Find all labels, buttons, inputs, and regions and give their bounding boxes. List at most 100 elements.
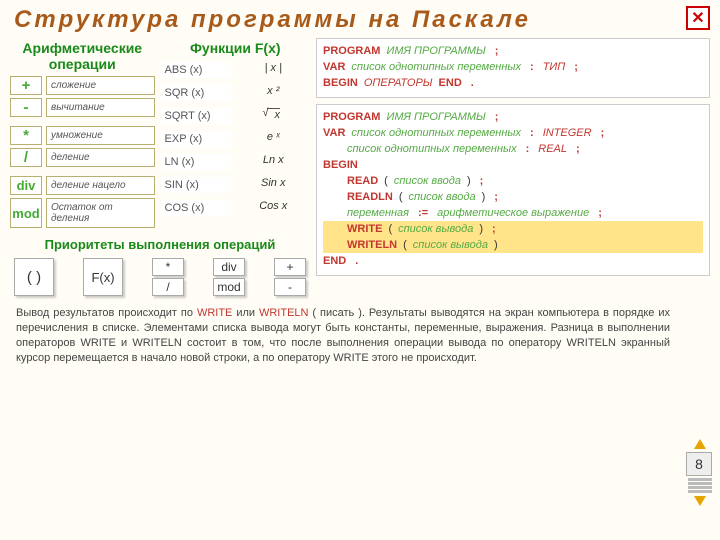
op-desc: умножение <box>46 126 155 145</box>
semicolon: ; <box>598 127 608 139</box>
fx-val: | x | <box>237 62 310 78</box>
op-sym: div <box>10 176 42 195</box>
kw-end: END <box>439 77 462 89</box>
fx-name: SIN (x) <box>161 177 231 193</box>
in-list: список ввода <box>394 175 461 187</box>
semicolon: ; <box>477 175 487 187</box>
fx-val: x <box>237 108 310 124</box>
page-indicator: 8 <box>686 438 714 518</box>
fx-val: e ˣ <box>237 131 310 147</box>
arrow-up-icon[interactable] <box>694 439 706 449</box>
lparen: ( <box>399 191 403 203</box>
kw-program: PROGRAM <box>323 111 380 123</box>
prio-header: Приоритеты выполнения операций <box>10 235 310 256</box>
ops-header: Арифметические операции <box>10 38 155 76</box>
fx-val: Ln x <box>237 154 310 170</box>
colon: : <box>527 61 537 73</box>
program-name: ИМЯ ПРОГРАММЫ <box>386 111 485 123</box>
description-text: Вывод результатов происходит по WRITE ил… <box>0 298 720 373</box>
op-row: -вычитание <box>10 98 155 117</box>
op-sym: mod <box>10 198 42 228</box>
lparen: ( <box>388 223 392 235</box>
kw-readln: READLN <box>347 191 393 203</box>
type: ТИП <box>543 61 566 73</box>
colon: : <box>527 127 537 139</box>
out-list: список вывода <box>413 239 488 251</box>
semicolon: ; <box>492 45 502 57</box>
semicolon: ; <box>571 61 581 73</box>
arrow-down-icon[interactable] <box>694 496 706 506</box>
fx-name: SQRT (x) <box>161 108 231 124</box>
fx-row: SQR (x)x ² <box>161 83 310 103</box>
dot: . <box>352 255 361 267</box>
op-desc: деление нацело <box>46 176 155 195</box>
fx-row: LN (x) Ln x <box>161 152 310 172</box>
prio-star: * <box>152 258 184 276</box>
op-sym: + <box>10 76 42 95</box>
fx-name: ABS (x) <box>161 62 231 78</box>
assign: := <box>415 207 431 219</box>
operators: ОПЕРАТОРЫ <box>364 77 433 89</box>
var-list: список однотипных переменных <box>351 127 521 139</box>
page-title: Структура программы на Паскале <box>0 0 720 38</box>
kw-read: READ <box>347 175 378 187</box>
fx-name: SQR (x) <box>161 85 231 101</box>
fx-row: SIN (x) Sin x <box>161 175 310 195</box>
type-int: INTEGER <box>543 127 592 139</box>
in-list: список ввода <box>409 191 476 203</box>
lparen: ( <box>403 239 407 251</box>
colon: : <box>523 143 533 155</box>
prio-slash: / <box>152 278 184 296</box>
fx-val: Sin x <box>237 177 310 193</box>
op-row: +сложение <box>10 76 155 95</box>
op-row: /деление <box>10 148 155 167</box>
expression: арифметическое выражение <box>437 207 589 219</box>
op-row: divделение нацело <box>10 176 155 195</box>
kw-var: VAR <box>323 61 345 73</box>
fx-name: COS (x) <box>161 200 231 216</box>
rparen: ) <box>467 175 471 187</box>
right-panel: PROGRAMИМЯ ПРОГРАММЫ; VARсписок однотипн… <box>316 38 710 298</box>
program-structure-full: PROGRAMИМЯ ПРОГРАММЫ; VARсписок однотипн… <box>316 104 710 276</box>
dot: . <box>468 77 477 89</box>
semicolon: ; <box>489 223 499 235</box>
semicolon: ; <box>491 191 501 203</box>
rparen: ) <box>479 223 483 235</box>
semicolon: ; <box>492 111 502 123</box>
op-row: modОстаток от деления <box>10 198 155 228</box>
left-panel: Арифметические операции +сложение -вычит… <box>10 38 310 298</box>
priority-block: Приоритеты выполнения операций ( ) F(x) … <box>10 235 310 298</box>
prio-div: div <box>213 258 245 276</box>
fx-name: LN (x) <box>161 154 231 170</box>
var-list: список однотипных переменных <box>351 61 521 73</box>
program-structure-short: PROGRAM ИМЯ ПРОГРАММЫ; VAR список однотипн… <box>316 38 710 98</box>
prio-plus: + <box>274 258 306 276</box>
fx-val: Cos x <box>237 200 310 216</box>
kw-var: VAR <box>323 127 345 139</box>
page-number: 8 <box>686 452 712 476</box>
op-desc: Остаток от деления <box>46 198 155 228</box>
type-real: REAL <box>538 143 567 155</box>
rparen: ) <box>494 239 498 251</box>
kw-end: END <box>323 255 346 267</box>
op-sym: - <box>10 98 42 117</box>
kw-program: PROGRAM <box>323 45 380 57</box>
prio-mod: mod <box>213 278 245 296</box>
fx-name: EXP (x) <box>161 131 231 147</box>
program-name: ИМЯ ПРОГРАММЫ <box>386 45 485 57</box>
op-row: *умножение <box>10 126 155 145</box>
fx-row: EXP (x) e ˣ <box>161 129 310 149</box>
variable: переменная <box>347 207 409 219</box>
op-sym: / <box>10 148 42 167</box>
op-sym: * <box>10 126 42 145</box>
prio-paren: ( ) <box>14 258 54 296</box>
kw-writeln: WRITELN <box>347 239 397 251</box>
op-desc: деление <box>46 148 155 167</box>
kw-write: WRITE <box>347 223 382 235</box>
close-button[interactable]: ✕ <box>686 6 710 30</box>
close-icon: ✕ <box>691 8 704 28</box>
var-list: список однотипных переменных <box>347 143 517 155</box>
fx-row: COS (x) Cos x <box>161 198 310 218</box>
rparen: ) <box>482 191 486 203</box>
kw-begin: BEGIN <box>323 77 358 89</box>
